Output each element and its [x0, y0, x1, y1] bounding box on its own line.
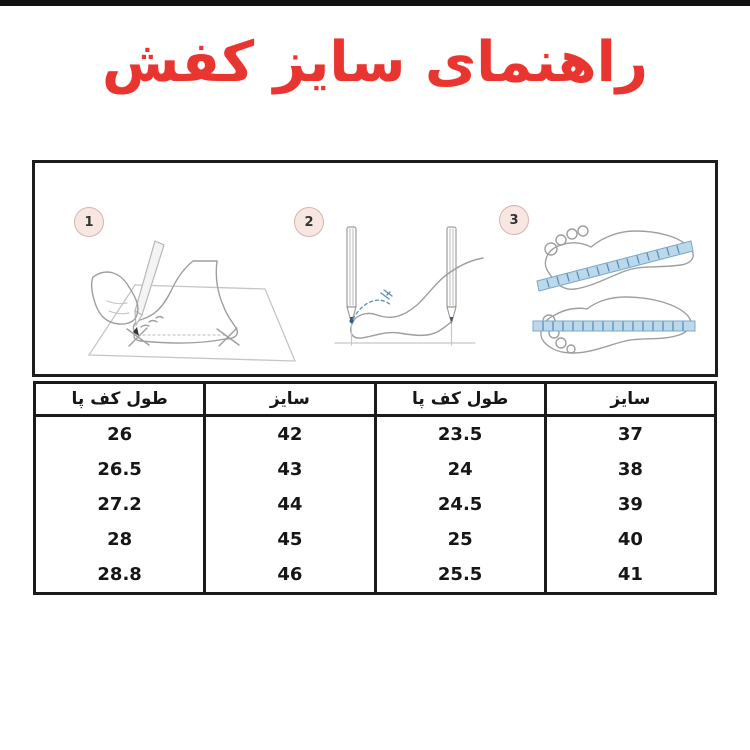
- foot-length-cell: 27.2: [32, 487, 207, 522]
- foot-tracing-illustration: [87, 240, 296, 362]
- size-table: طول کف پا سایز طول کف پا سایز 26 42 23.5…: [32, 381, 718, 595]
- table-row: 27.2 44 24.5 39: [32, 487, 718, 522]
- size-cell: 43: [203, 452, 377, 487]
- step-3-number: 3: [509, 212, 519, 228]
- top-border-bar: [0, 0, 750, 6]
- foot-length-cell: 26: [32, 415, 207, 452]
- step-1-number: 1: [84, 214, 94, 230]
- foot-length-cell: 26.5: [32, 452, 207, 487]
- size-cell: 38: [543, 452, 718, 487]
- column-header-size-left: سایز: [203, 381, 377, 417]
- measurement-steps-panel: 1 2: [32, 160, 718, 377]
- foot-length-cell: 24: [373, 452, 547, 487]
- foot-length-cell: 25.5: [373, 557, 547, 594]
- foot-length-cell: 25: [373, 522, 547, 557]
- column-header-foot-length-right: طول کف پا: [373, 381, 547, 417]
- foot-length-cell: 23.5: [373, 415, 547, 452]
- heel-toe-marking-illustration: [334, 226, 484, 346]
- step-2-number: 2: [304, 214, 314, 230]
- column-header-foot-length-left: طول کف پا: [32, 381, 207, 417]
- step-3-badge: 3: [499, 205, 529, 235]
- size-table-header: طول کف پا سایز طول کف پا سایز: [32, 381, 718, 417]
- foot-length-cell: 28: [32, 522, 207, 557]
- size-cell: 44: [203, 487, 377, 522]
- page-title: راهنمای سایز کفش: [102, 30, 648, 95]
- sole-measuring-tape-illustration: [532, 225, 696, 354]
- foot-length-cell: 28.8: [32, 557, 207, 594]
- foot-length-cell: 24.5: [373, 487, 547, 522]
- table-row: 28 45 25 40: [32, 522, 718, 557]
- size-cell: 40: [543, 522, 718, 557]
- table-row: 28.8 46 25.5 41: [32, 557, 718, 594]
- column-header-size-right: سایز: [543, 381, 718, 417]
- table-row: 26 42 23.5 37: [32, 415, 718, 452]
- step-1-badge: 1: [74, 207, 104, 237]
- size-table-body: 26 42 23.5 37 26.5 43 24 38 27.2 44 24.5…: [32, 415, 718, 594]
- table-row: 26.5 43 24 38: [32, 452, 718, 487]
- size-cell: 39: [543, 487, 718, 522]
- size-cell: 46: [203, 557, 377, 594]
- size-cell: 37: [543, 415, 718, 452]
- size-cell: 45: [203, 522, 377, 557]
- size-cell: 41: [543, 557, 718, 594]
- size-cell: 42: [203, 415, 377, 452]
- step-2-badge: 2: [294, 207, 324, 237]
